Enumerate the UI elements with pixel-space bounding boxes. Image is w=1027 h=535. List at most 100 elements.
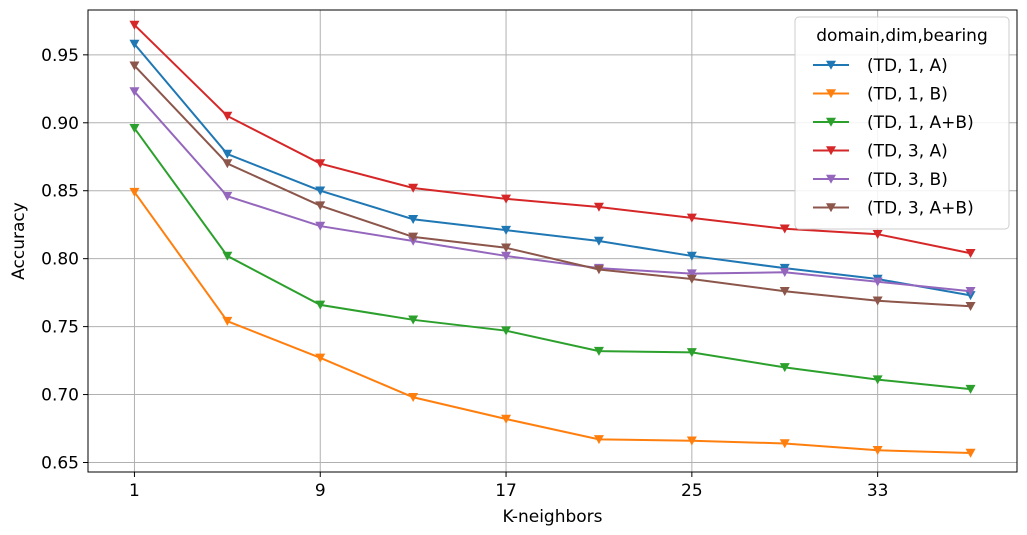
y-tick-label: 0.80 bbox=[41, 250, 79, 270]
series-4 bbox=[129, 20, 976, 258]
series-line bbox=[133, 127, 971, 391]
series-1 bbox=[129, 39, 976, 301]
legend-item: (TD, 3, B) bbox=[813, 170, 948, 190]
data-point-marker bbox=[593, 265, 604, 275]
legend-label: (TD, 3, B) bbox=[867, 170, 948, 190]
series-line bbox=[133, 90, 971, 293]
y-tick-label: 0.75 bbox=[41, 318, 79, 338]
data-point-marker bbox=[315, 159, 326, 169]
legend-label: (TD, 1, B) bbox=[867, 85, 948, 105]
data-point-marker bbox=[872, 296, 883, 306]
data-point-marker bbox=[129, 187, 140, 197]
data-point-marker bbox=[593, 202, 604, 212]
legend-item: (TD, 1, A+B) bbox=[813, 113, 974, 133]
series-lines bbox=[129, 20, 976, 458]
series-2 bbox=[129, 187, 976, 458]
legend-item: (TD, 1, B) bbox=[813, 85, 948, 105]
legend-marker-swatch bbox=[826, 117, 836, 127]
data-point-marker bbox=[965, 248, 976, 258]
series-line bbox=[133, 24, 971, 255]
series-line bbox=[133, 43, 971, 297]
data-point-marker bbox=[315, 186, 326, 196]
data-point-marker bbox=[129, 123, 140, 133]
plot-area-frame bbox=[87, 9, 1018, 473]
data-point-marker bbox=[501, 326, 512, 336]
x-tick-label: 9 bbox=[315, 481, 326, 501]
legend-marker-swatch bbox=[826, 203, 836, 213]
data-point-marker bbox=[408, 315, 419, 325]
data-point-marker bbox=[686, 274, 697, 284]
x-tick-label: 1 bbox=[129, 481, 140, 501]
data-point-marker bbox=[965, 384, 976, 394]
legend-marker-swatch bbox=[826, 146, 836, 156]
data-point-marker bbox=[501, 194, 512, 204]
y-tick-label: 0.95 bbox=[41, 46, 79, 66]
legend-label: (TD, 3, A+B) bbox=[867, 199, 974, 219]
legend-item: (TD, 1, A) bbox=[813, 56, 948, 76]
data-point-marker bbox=[408, 183, 419, 193]
data-point-marker bbox=[408, 393, 419, 403]
x-axis-ticks: 1 9 17 25 33 bbox=[129, 472, 888, 501]
data-point-marker bbox=[872, 375, 883, 385]
x-tick-label: 17 bbox=[495, 481, 517, 501]
legend-box bbox=[794, 16, 1010, 230]
data-point-marker bbox=[315, 221, 326, 231]
series-6 bbox=[129, 61, 976, 311]
data-point-marker bbox=[408, 215, 419, 225]
series-3 bbox=[129, 123, 976, 394]
legend-label: (TD, 3, A) bbox=[867, 142, 948, 162]
data-point-marker bbox=[222, 111, 233, 121]
data-point-marker bbox=[501, 243, 512, 253]
y-tick-label: 0.65 bbox=[41, 453, 79, 473]
y-tick-label: 0.70 bbox=[41, 386, 79, 406]
data-point-marker bbox=[965, 287, 976, 297]
legend-marker-swatch bbox=[826, 89, 836, 99]
legend: domain,dim,bearing (TD, 1, A) (TD, 1, B) (T… bbox=[794, 16, 1010, 230]
y-tick-label: 0.90 bbox=[41, 114, 79, 134]
x-tick-label: 25 bbox=[681, 481, 703, 501]
data-point-marker bbox=[779, 268, 790, 278]
legend-label: (TD, 1, A) bbox=[867, 56, 948, 76]
data-point-marker bbox=[779, 363, 790, 373]
data-point-marker bbox=[872, 229, 883, 239]
data-point-marker bbox=[222, 149, 233, 159]
data-point-marker bbox=[872, 277, 883, 287]
data-point-marker bbox=[593, 236, 604, 246]
data-point-marker bbox=[222, 251, 233, 261]
data-point-marker bbox=[408, 232, 419, 242]
data-point-marker bbox=[593, 435, 604, 445]
data-point-marker bbox=[686, 436, 697, 446]
data-point-marker bbox=[779, 439, 790, 449]
data-point-marker bbox=[686, 348, 697, 358]
series-line bbox=[133, 191, 971, 454]
x-tick-label: 33 bbox=[867, 481, 889, 501]
data-point-marker bbox=[686, 269, 697, 279]
y-axis-ticks: 0.65 0.70 0.75 0.80 0.85 0.90 0.95 bbox=[41, 46, 88, 473]
data-point-marker bbox=[501, 414, 512, 424]
x-axis-title: K-neighbors bbox=[502, 507, 602, 527]
data-point-marker bbox=[315, 300, 326, 310]
legend-item: (TD, 3, A) bbox=[813, 142, 948, 162]
data-point-marker bbox=[315, 201, 326, 211]
data-point-marker bbox=[129, 61, 140, 71]
data-point-marker bbox=[222, 159, 233, 169]
legend-marker-swatch bbox=[826, 60, 836, 70]
data-point-marker bbox=[686, 213, 697, 223]
data-point-marker bbox=[872, 446, 883, 456]
legend-item: (TD, 3, A+B) bbox=[813, 199, 974, 219]
data-point-marker bbox=[965, 448, 976, 458]
data-point-marker bbox=[129, 39, 140, 49]
data-point-marker bbox=[222, 316, 233, 326]
data-point-marker bbox=[315, 353, 326, 363]
data-point-marker bbox=[222, 191, 233, 201]
legend-label: (TD, 1, A+B) bbox=[867, 113, 974, 133]
data-point-marker bbox=[965, 301, 976, 311]
data-point-marker bbox=[686, 251, 697, 261]
data-point-marker bbox=[501, 251, 512, 261]
data-point-marker bbox=[779, 287, 790, 297]
series-line bbox=[133, 65, 971, 308]
legend-title: domain,dim,bearing bbox=[816, 26, 988, 46]
data-point-marker bbox=[129, 20, 140, 30]
